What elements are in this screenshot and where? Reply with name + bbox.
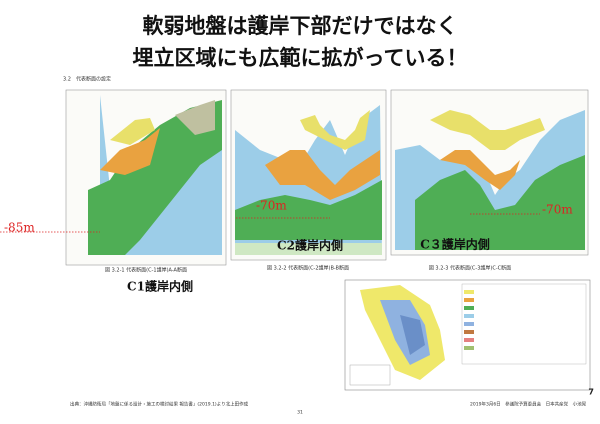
title-line: 軟弱地盤は護岸下部だけではなく xyxy=(143,14,458,38)
figure-caption: 図 3.2-3 代表断面(C-3護岸)C-C断面 xyxy=(429,265,511,272)
footer-date: 2019年3月6日 参議院予算委員会 日本共産党 小池晃 xyxy=(470,401,587,408)
cross-section-c2 xyxy=(230,89,387,261)
legend-swatch xyxy=(464,306,474,310)
map-legend-table xyxy=(461,283,587,365)
layer-fill xyxy=(430,110,545,150)
map-zone xyxy=(400,315,425,355)
plan-map xyxy=(344,279,591,391)
layer-sand xyxy=(235,180,382,240)
source-note: 出典：沖縄防衛局「地盤に係る設計・施工の検討結果 報告書」(2019.1)より北… xyxy=(70,401,249,408)
figure-caption: 図 3.2-1 代表断面(C-1護岸)A-A断面 xyxy=(105,267,187,274)
legend-swatch xyxy=(464,314,474,318)
layer-rubble xyxy=(175,100,215,135)
center-page: 31 xyxy=(297,410,303,416)
layer-clay xyxy=(100,95,222,255)
map-legend xyxy=(349,364,391,386)
cross-section-c1 xyxy=(65,89,227,266)
layer-gravel xyxy=(440,150,520,190)
cross-section-c3 xyxy=(390,89,589,256)
legend-swatch xyxy=(464,338,474,342)
figure-caption: 図 3.2-2 代表断面(C-2護岸)B-B断面 xyxy=(267,265,349,272)
depth-label: -85m xyxy=(4,221,35,235)
layer-base xyxy=(235,243,382,255)
title-line: 埋立区域にも広範に拡がっている！ xyxy=(133,46,468,70)
depth-label: -70m xyxy=(256,199,287,213)
layer-fill xyxy=(110,118,155,145)
legend-swatch xyxy=(464,330,474,334)
section-label: C2護岸内側 xyxy=(277,238,343,253)
section-heading: 3.2 代表断面の設定 xyxy=(63,76,111,83)
depth-label: -70m xyxy=(542,203,573,217)
legend-swatch xyxy=(464,322,474,326)
layer-gravel xyxy=(100,128,160,175)
legend-swatch xyxy=(464,346,474,350)
page-number: 7 xyxy=(588,388,594,397)
layer-fill xyxy=(300,110,370,150)
layer-gravel xyxy=(265,150,380,200)
layer-sand xyxy=(88,100,222,255)
layer-sand xyxy=(415,155,585,250)
section-label: C1護岸内側 xyxy=(127,279,193,294)
legend-swatch xyxy=(464,298,474,302)
legend-swatch xyxy=(464,290,474,294)
section-label: C３護岸内側 xyxy=(420,237,490,252)
